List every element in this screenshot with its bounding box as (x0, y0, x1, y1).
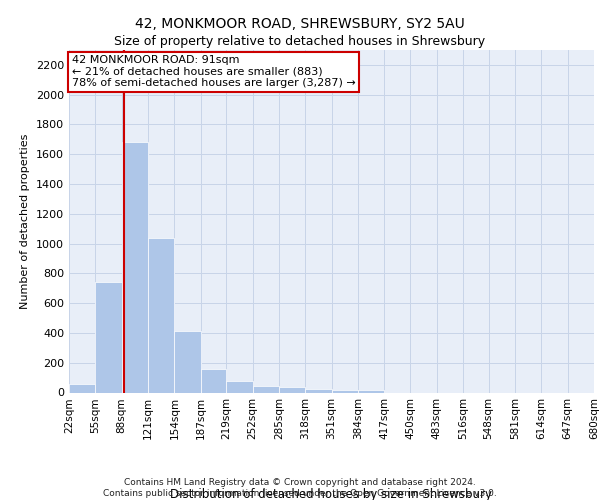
Text: Contains HM Land Registry data © Crown copyright and database right 2024.
Contai: Contains HM Land Registry data © Crown c… (103, 478, 497, 498)
Bar (95, 282, 122, 393)
Bar (253, 386, 279, 392)
Text: 42 MONKMOOR ROAD: 91sqm
← 21% of detached houses are smaller (883)
78% of semi-d: 42 MONKMOOR ROAD: 91sqm ← 21% of detache… (71, 55, 355, 88)
Bar (358, 390, 384, 392)
Text: 42, MONKMOOR ROAD, SHREWSBURY, SY2 5AU: 42, MONKMOOR ROAD, SHREWSBURY, SY2 5AU (135, 18, 465, 32)
Bar (200, 370, 226, 392)
Bar (226, 380, 253, 392)
Bar (148, 238, 175, 392)
Bar (122, 142, 148, 392)
Bar (69, 384, 95, 392)
Bar (279, 386, 305, 392)
Bar (331, 390, 358, 392)
Bar (305, 389, 331, 392)
Text: Size of property relative to detached houses in Shrewsbury: Size of property relative to detached ho… (115, 35, 485, 48)
X-axis label: Distribution of detached houses by size in Shrewsbury: Distribution of detached houses by size … (170, 488, 493, 500)
Y-axis label: Number of detached properties: Number of detached properties (20, 134, 31, 309)
Bar (175, 332, 200, 392)
